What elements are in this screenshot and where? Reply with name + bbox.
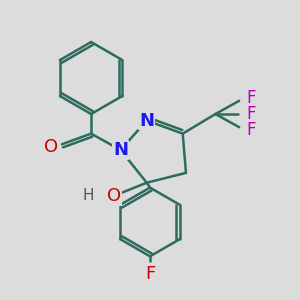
Text: O: O	[107, 187, 121, 205]
Text: F: F	[246, 105, 256, 123]
Text: H: H	[82, 188, 94, 203]
Text: N: N	[139, 112, 154, 130]
Text: N: N	[113, 141, 128, 159]
Text: F: F	[246, 122, 256, 140]
Text: O: O	[44, 138, 58, 156]
Text: F: F	[145, 265, 155, 283]
Text: F: F	[246, 89, 256, 107]
